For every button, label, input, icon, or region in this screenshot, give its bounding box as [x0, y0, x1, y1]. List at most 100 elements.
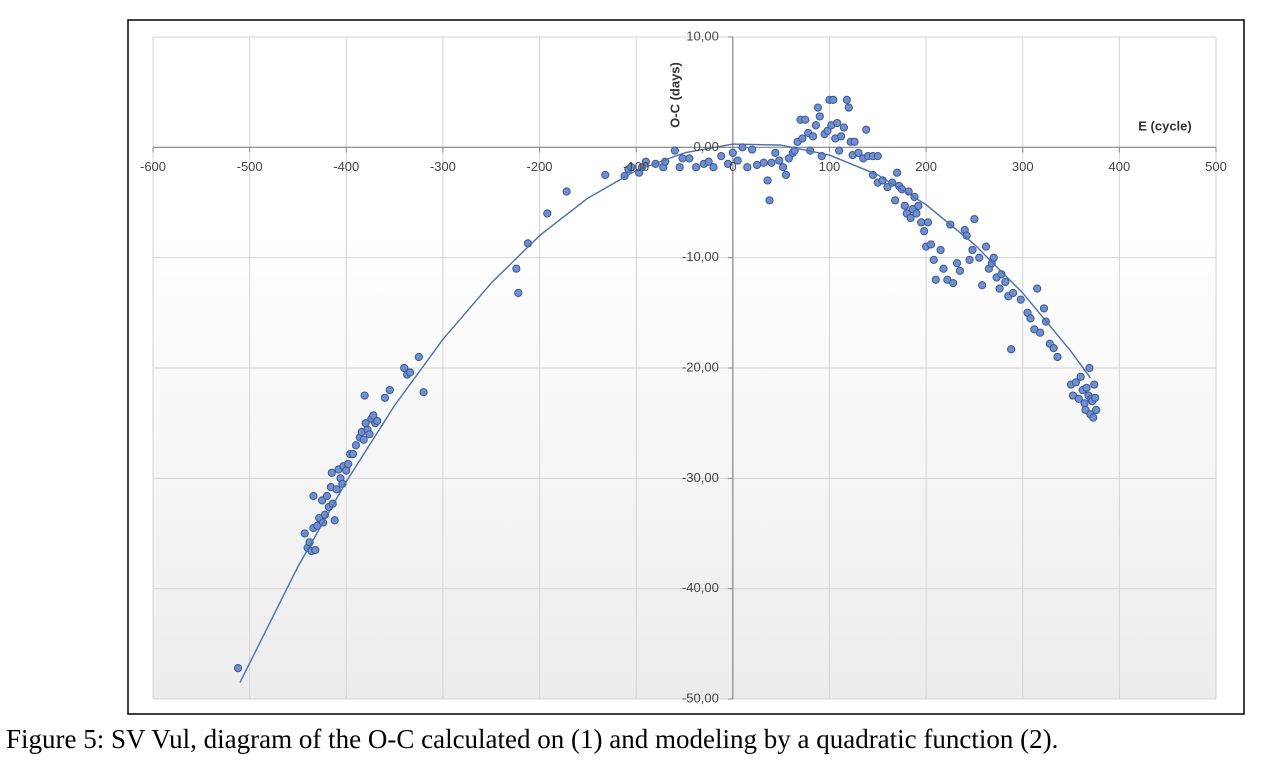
data-point	[989, 253, 998, 262]
data-point	[801, 115, 810, 124]
data-point	[1001, 277, 1010, 287]
data-point	[400, 363, 409, 373]
data-point	[1091, 393, 1100, 402]
data-point	[862, 125, 871, 134]
data-point	[1033, 284, 1042, 293]
fit-line	[239, 143, 1091, 683]
data-point	[717, 152, 726, 161]
data-point	[728, 148, 737, 157]
data-point	[839, 123, 849, 132]
data-point	[1076, 372, 1085, 381]
x-tick-label: -600	[140, 159, 166, 174]
x-tick-label: 400	[1109, 159, 1131, 174]
y-axis-title: O-C (days)	[667, 62, 682, 128]
data-point	[833, 118, 842, 128]
data-point	[723, 159, 733, 168]
data-point	[939, 264, 948, 273]
data-point	[1080, 399, 1089, 408]
data-point	[1090, 380, 1099, 389]
data-point	[798, 134, 807, 143]
data-point	[835, 146, 844, 155]
y-tick-label: -20,00	[682, 359, 719, 374]
data-point	[752, 160, 762, 170]
data-point	[920, 227, 929, 236]
data-point	[981, 242, 991, 251]
data-point	[360, 391, 369, 400]
caption: Figure 5: SV Vul, diagram of the O-C cal…	[6, 724, 1058, 754]
data-point	[601, 170, 610, 180]
data-point	[955, 266, 965, 276]
data-point	[1053, 352, 1062, 362]
data-point	[348, 449, 358, 459]
data-point	[1089, 413, 1098, 422]
data-point	[1092, 405, 1101, 415]
data-point	[815, 112, 824, 121]
y-tick-label: -40,00	[682, 580, 719, 595]
data-point	[929, 255, 938, 264]
data-point	[512, 264, 521, 273]
data-point	[523, 239, 533, 248]
data-point	[765, 196, 774, 205]
data-point	[743, 163, 752, 172]
data-point	[906, 213, 915, 223]
data-point	[931, 275, 940, 284]
data-point	[678, 154, 687, 163]
data-point	[975, 253, 984, 262]
data-point	[997, 270, 1006, 279]
data-point	[917, 218, 926, 227]
data-point	[759, 158, 768, 167]
data-point	[829, 95, 838, 104]
data-point	[1085, 363, 1094, 373]
data-point	[385, 385, 394, 395]
data-point	[912, 209, 921, 218]
data-point	[952, 259, 962, 268]
data-point	[641, 157, 650, 166]
data-point	[691, 163, 701, 172]
data-point	[309, 491, 318, 501]
data-point	[936, 245, 945, 255]
data-point	[1008, 288, 1018, 298]
data-point	[344, 459, 353, 469]
data-point	[995, 284, 1004, 293]
data-point	[813, 103, 822, 112]
data-point	[854, 148, 863, 157]
data-point	[1039, 304, 1049, 313]
x-tick-label: -400	[333, 159, 359, 174]
data-point	[778, 163, 788, 172]
data-point	[811, 121, 821, 130]
data-point	[836, 132, 846, 141]
data-point	[332, 485, 341, 494]
data-point	[685, 154, 694, 163]
x-tick-label: 300	[1012, 159, 1034, 174]
data-point	[965, 255, 974, 264]
data-point	[351, 441, 361, 450]
data-point	[405, 368, 415, 377]
data-point	[949, 278, 958, 288]
y-tick-label: 10,00	[686, 28, 719, 43]
x-tick-label: -100	[623, 159, 649, 174]
y-tick-label: 0,00	[694, 139, 719, 154]
data-point	[1074, 394, 1083, 403]
x-tick-label: -200	[527, 159, 553, 174]
data-point	[704, 157, 713, 166]
data-point	[968, 245, 977, 255]
x-tick-label: 100	[819, 159, 841, 174]
data-point	[365, 430, 374, 439]
data-point	[562, 187, 571, 196]
data-point	[359, 435, 368, 444]
data-point	[808, 132, 818, 141]
data-point	[900, 201, 909, 210]
x-tick-label: 500	[1205, 159, 1227, 174]
data-point	[342, 466, 351, 475]
data-point	[1071, 378, 1080, 387]
data-point	[327, 468, 336, 477]
y-tick-label: -10,00	[682, 249, 719, 264]
data-point	[748, 145, 757, 154]
data-point	[627, 163, 636, 172]
data-point	[543, 209, 552, 218]
data-point	[923, 218, 933, 227]
data-point	[1016, 295, 1025, 304]
data-point	[414, 352, 423, 362]
data-point	[1036, 328, 1045, 337]
